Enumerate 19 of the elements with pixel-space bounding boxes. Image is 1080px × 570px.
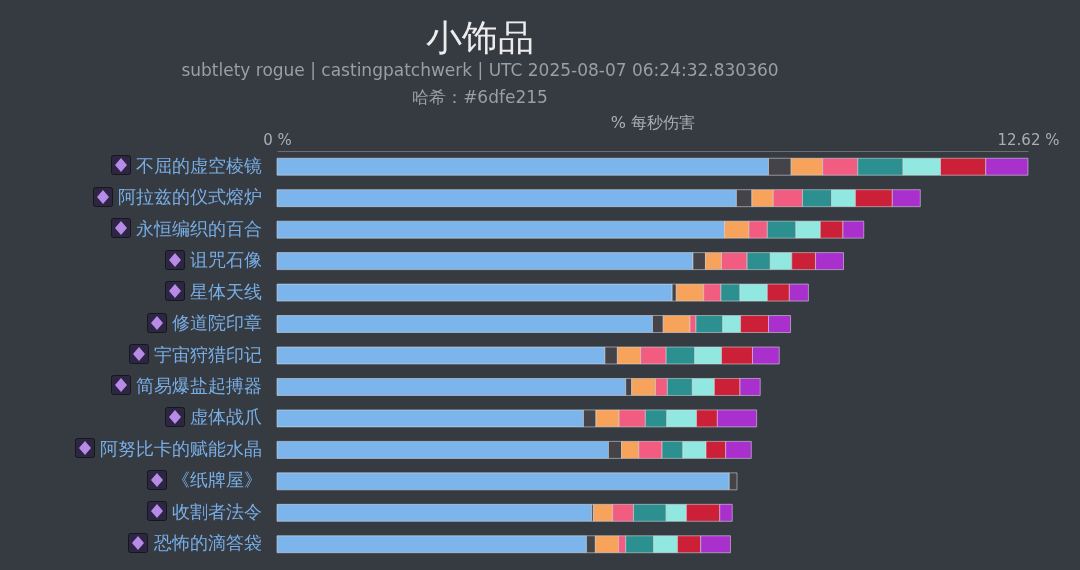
y-tick-label: 永恒编织的百合 xyxy=(135,217,262,239)
y-tick-label: 宇宙狩猎印记 xyxy=(153,343,262,365)
y-tick-label: 收割者法令 xyxy=(171,500,262,522)
y-tick-label: 不屈的虚空棱镜 xyxy=(135,154,262,176)
x-tick-label: 12.62 % xyxy=(997,130,1060,149)
y-tick-label: 星体天线 xyxy=(189,280,262,302)
text: 哈希：#6dfe215 xyxy=(411,86,549,108)
y-tick-label: 阿拉兹的仪式熔炉 xyxy=(117,186,262,208)
y-tick-label: 虚体战爪 xyxy=(189,406,262,428)
y-tick-label: 阿努比卡的赋能水晶 xyxy=(99,437,262,459)
chart-subtitle: subtlety rogue | castingpatchwerk | UTC 2025-08-07 06:24:32.830360 xyxy=(180,59,780,81)
y-tick-label: 修道院印章 xyxy=(171,312,262,334)
y-tick-label: 诅咒石像 xyxy=(189,249,262,271)
y-tick-label: 简易爆盐起搏器 xyxy=(135,374,262,396)
y-tick-label: 恐怖的滴答袋 xyxy=(152,532,262,554)
chart-title: 小饰品 xyxy=(425,17,535,58)
y-tick-label: 《纸牌屋》 xyxy=(171,469,262,491)
x-tick-label: 0 % xyxy=(263,130,292,149)
x-axis-title: % 每秒伤害 xyxy=(610,112,696,132)
